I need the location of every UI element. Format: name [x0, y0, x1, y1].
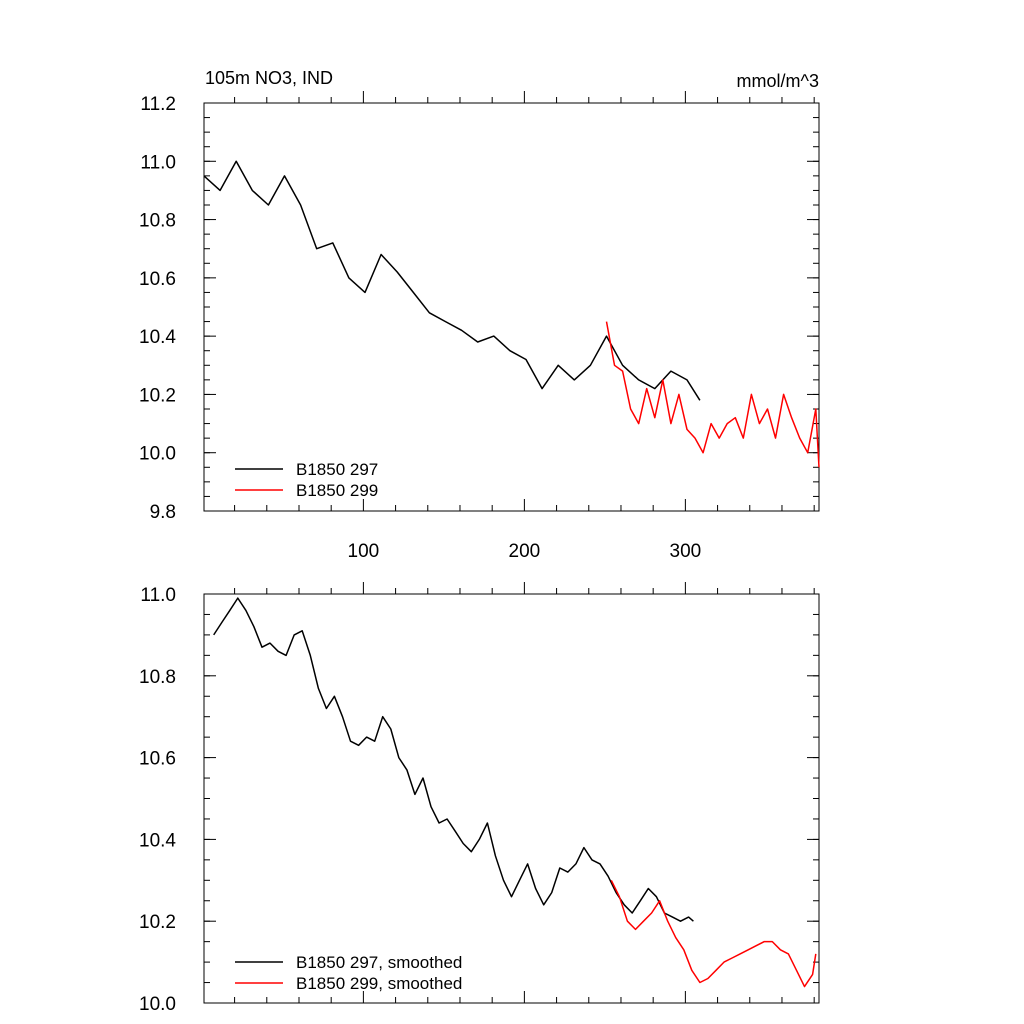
top-panel: 105m NO3, IND mmol/m^3 9.8 10.0 10.2 10.4 10…	[139, 68, 820, 562]
top-x-tick-labels: 100 200 300	[348, 541, 702, 562]
top-legend: B1850 297 B1850 299	[235, 460, 378, 500]
top-y-tick-label: 11.0	[140, 152, 176, 173]
top-y-tick-label: 10.2	[139, 385, 176, 406]
top-plot-frame	[203, 102, 820, 512]
legend-label-b1850-297: B1850 297	[296, 460, 378, 479]
bottom-y-tick-label: 10.4	[139, 830, 176, 851]
bottom-y-tick-label: 11.0	[140, 585, 176, 606]
bottom-y-tick-label: 10.6	[139, 749, 176, 770]
bottom-y-tick-label: 10.8	[139, 667, 176, 688]
bottom-series-line-1	[610, 879, 817, 988]
top-series-line-0	[203, 160, 701, 401]
bottom-series-line-0	[213, 597, 694, 922]
top-title-right: mmol/m^3	[737, 71, 819, 91]
top-y-tick-label: 10.8	[139, 211, 176, 232]
top-x-tick-label: 300	[670, 541, 702, 562]
bottom-series-lines	[213, 597, 817, 988]
top-y-tick-label: 10.0	[139, 444, 176, 465]
top-series-line-1	[605, 321, 820, 468]
bottom-legend: B1850 297, smoothed B1850 299, smoothed	[235, 953, 462, 993]
bottom-axis-ticks	[204, 582, 819, 1004]
top-x-tick-label: 200	[509, 541, 541, 562]
bottom-plot-frame	[203, 593, 820, 1004]
top-series-lines	[203, 160, 820, 468]
bottom-y-tick-label: 10.2	[139, 912, 176, 933]
legend-label-b1850-299-smoothed: B1850 299, smoothed	[296, 974, 462, 993]
legend-label-b1850-299: B1850 299	[296, 481, 378, 500]
top-y-tick-label: 10.6	[139, 269, 176, 290]
bottom-y-tick-labels: 10.0 10.2 10.4 10.6 10.8 11.0	[139, 585, 176, 1015]
legend-label-b1850-297-smoothed: B1850 297, smoothed	[296, 953, 462, 972]
top-y-tick-label: 10.4	[139, 327, 176, 348]
bottom-panel: 10.0 10.2 10.4 10.6 10.8 11.0 B1850 297, smoo…	[139, 582, 820, 1015]
top-x-tick-label: 100	[348, 541, 380, 562]
bottom-y-tick-label: 10.0	[139, 994, 176, 1015]
top-y-tick-labels: 9.8 10.0 10.2 10.4 10.6 10.8 11.0 11.2	[139, 94, 176, 523]
top-axis-ticks	[204, 91, 819, 512]
top-y-tick-label: 11.2	[140, 94, 176, 115]
top-title-left: 105m NO3, IND	[205, 68, 333, 88]
top-y-tick-label: 9.8	[150, 502, 176, 523]
